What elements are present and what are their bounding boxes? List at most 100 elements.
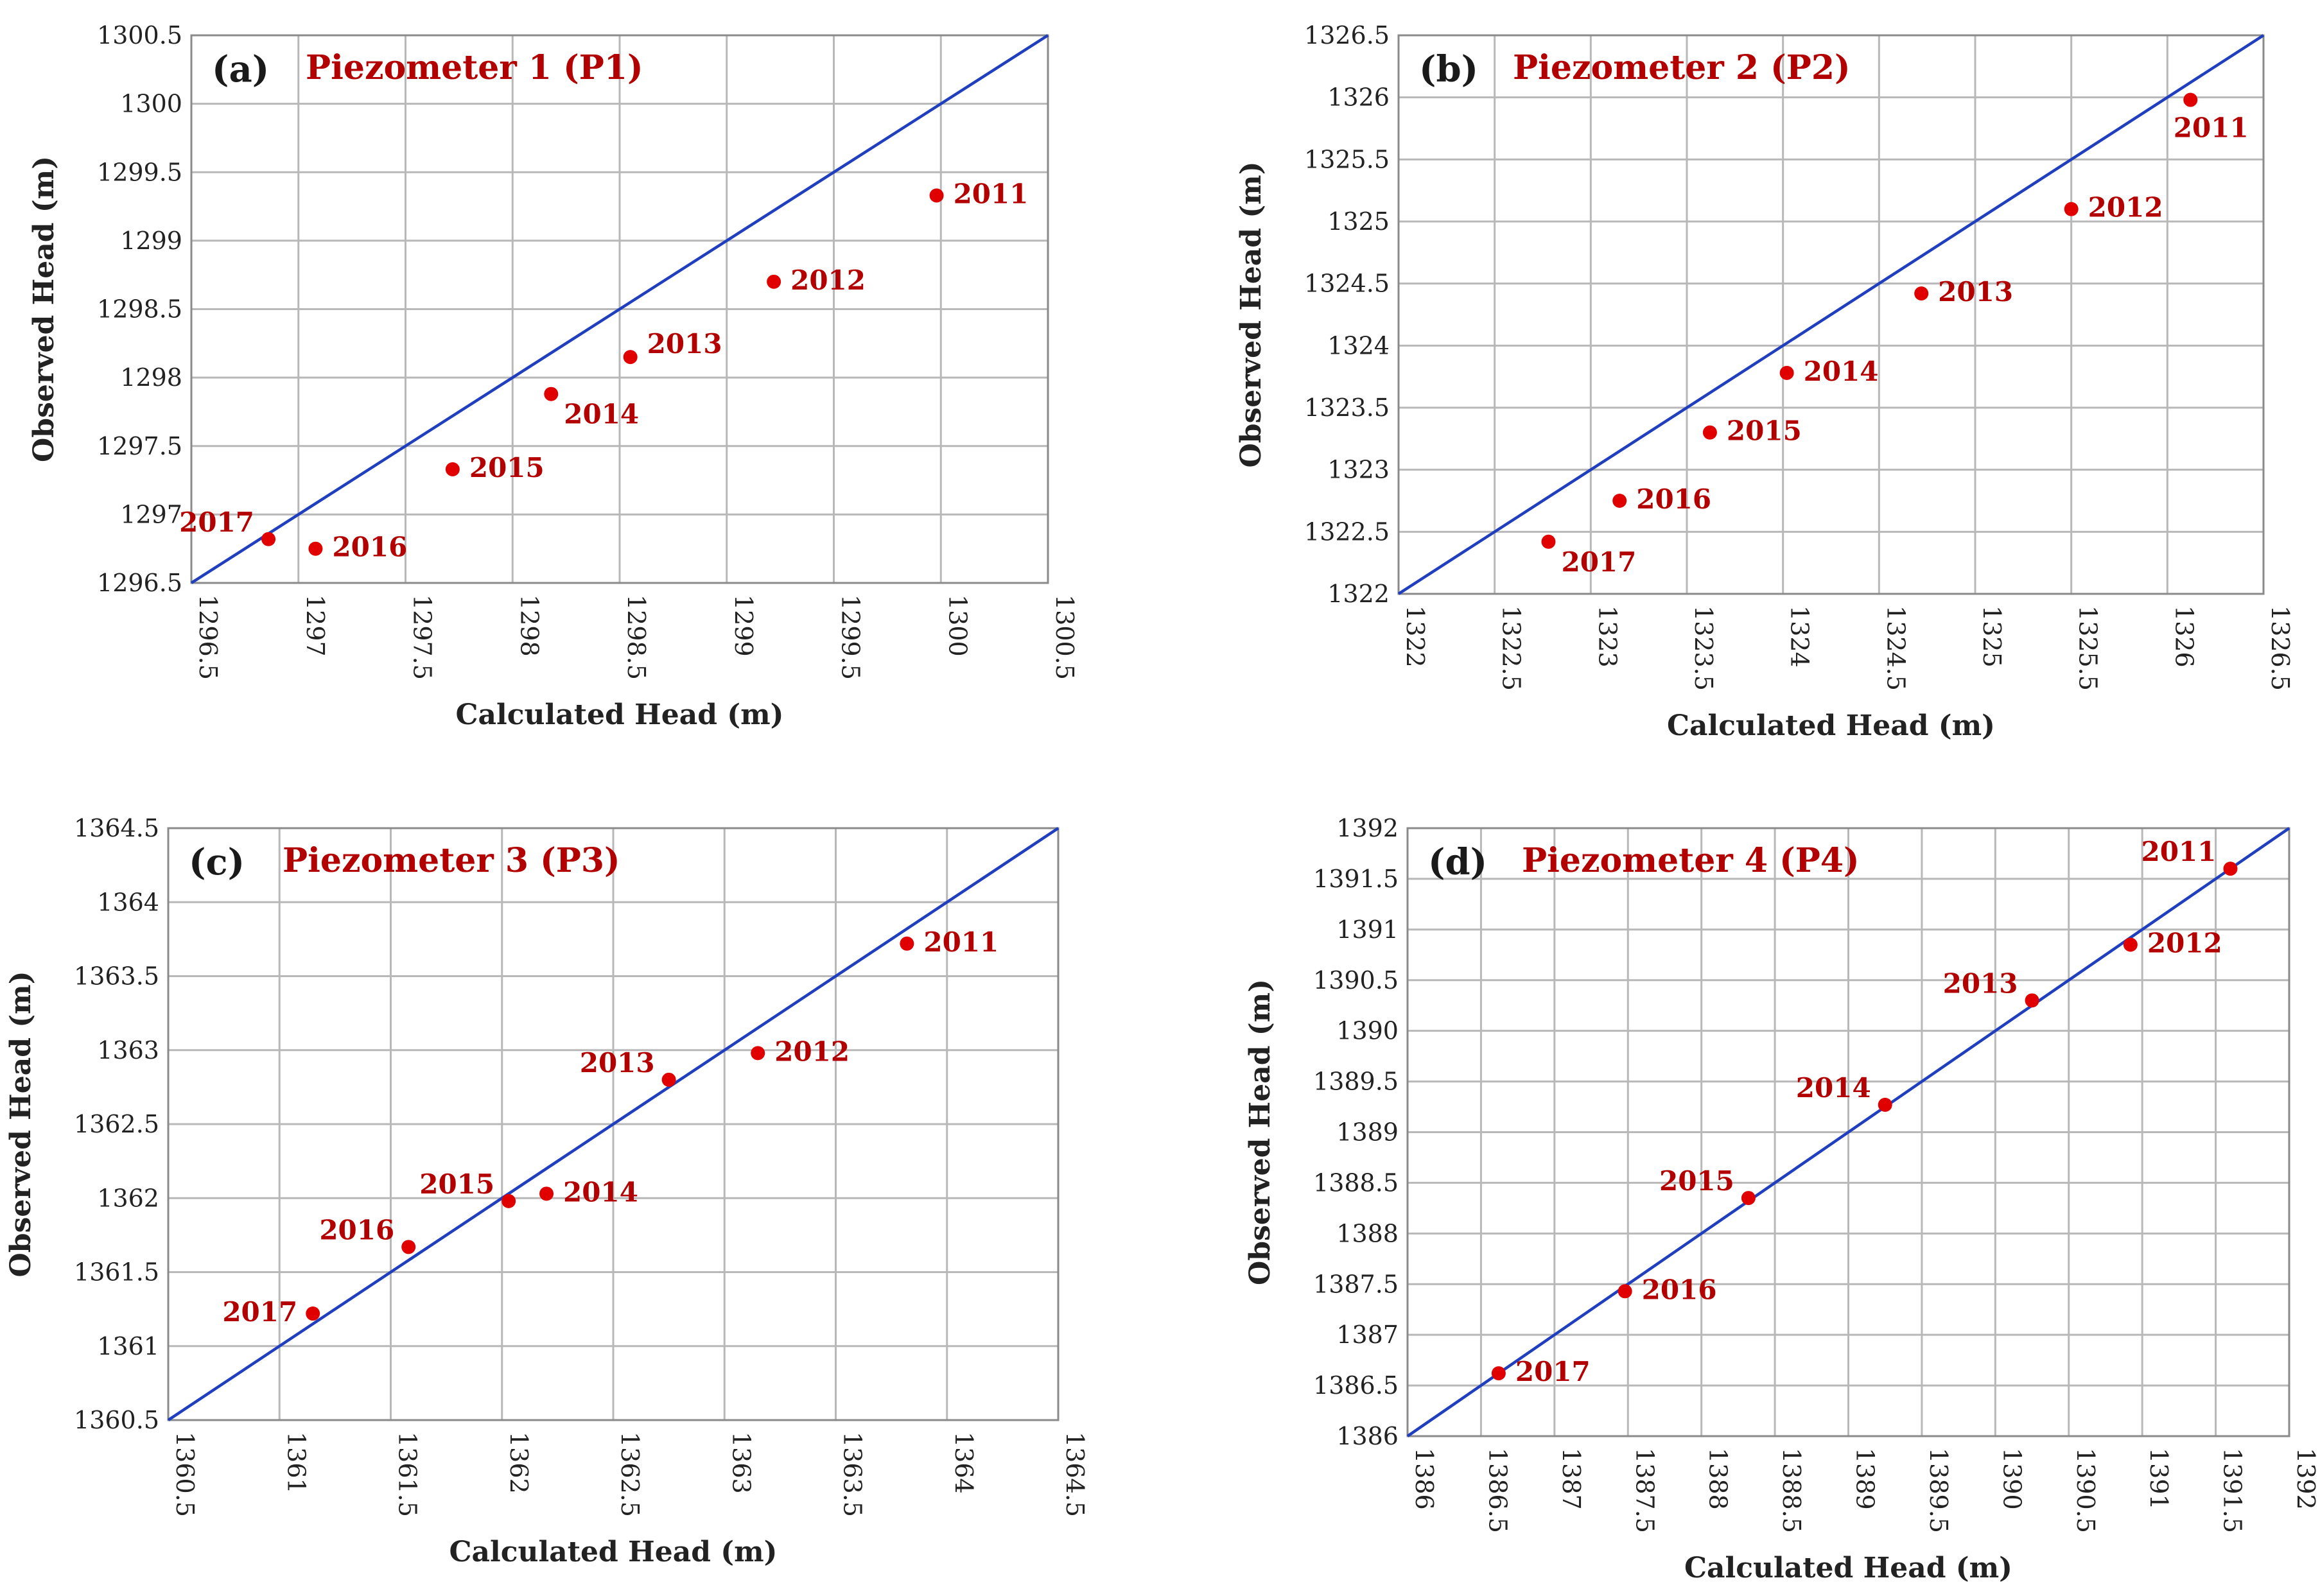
x-tick-label: 1387.5 (1630, 1448, 1659, 1533)
x-tick-label: 1300.5 (1051, 594, 1079, 680)
point-label: 2013 (1943, 967, 2018, 999)
chart-panel-4: 1386 1386.5 1387 1387.5 1388 1388.5 1389 1389.5… (1244, 814, 2320, 1584)
point-label: 2014 (563, 1176, 638, 1208)
x-tick-label: 1323.5 (1689, 605, 1718, 691)
y-tick-label: 1361.5 (74, 1258, 159, 1287)
point-label: 2016 (332, 532, 407, 563)
y-tick-label: 1325 (1327, 207, 1390, 236)
point-label: 2016 (1642, 1274, 1717, 1305)
y-tick-label: 1324 (1327, 331, 1390, 360)
x-tick-label: 1297 (301, 594, 329, 657)
data-point (2025, 993, 2039, 1008)
y-tick-label: 1389.5 (1313, 1068, 1399, 1096)
point-label: 2016 (319, 1214, 394, 1245)
data-point (1914, 286, 1929, 301)
plot-frame (190, 34, 1049, 584)
y-tick-label: 1386.5 (1313, 1371, 1399, 1400)
y-tick-label: 1388.5 (1313, 1168, 1399, 1197)
data-point (751, 1046, 765, 1061)
data-point (502, 1193, 516, 1208)
y-tick-label: 1324.5 (1304, 270, 1390, 298)
x-tick-label: 1386.5 (1483, 1448, 1512, 1533)
x-axis-title: Calculated Head (m) (1667, 709, 1995, 742)
point-label: 2015 (1659, 1165, 1734, 1197)
x-tick-label: 1322 (1401, 605, 1429, 668)
x-axis-title: Calculated Head (m) (449, 1536, 777, 1568)
x-tick-label: 1363.5 (839, 1432, 867, 1517)
x-axis-title: Calculated Head (m) (1684, 1552, 2012, 1584)
x-tick-label: 1324 (1786, 605, 1814, 668)
y-tick-label: 1297 (120, 500, 182, 528)
x-tick-label: 1323 (1593, 605, 1621, 668)
data-point (2183, 92, 2198, 107)
point-label: 2013 (647, 328, 722, 360)
y-tick-label: 1298.5 (97, 295, 182, 324)
point-label: 2014 (564, 399, 639, 430)
point-label: 2015 (469, 452, 545, 483)
x-tick-label: 1361 (282, 1432, 310, 1494)
x-tick-label: 1296.5 (194, 594, 222, 680)
y-tick-label: 1390 (1336, 1017, 1399, 1045)
x-tick-label: 1298.5 (622, 594, 650, 680)
one-to-one-line (190, 34, 1049, 584)
point-label: 2017 (222, 1296, 297, 1328)
data-point (1491, 1366, 1506, 1381)
chart-panel-2: 1322 1322.5 1323 1323.5 1324 1324.5 1325 1325.5… (1235, 21, 2294, 742)
x-tick-label: 1299 (729, 594, 758, 657)
y-tick-label: 1390.5 (1313, 966, 1399, 994)
point-label: 2017 (1561, 546, 1636, 578)
panel-letter: (a) (212, 48, 269, 91)
data-point (2123, 937, 2138, 952)
panel-letter: (d) (1428, 841, 1487, 883)
panel-title: Piezometer 2 (P2) (1513, 48, 1851, 87)
point-label: 2017 (179, 507, 254, 538)
x-tick-label: 1389.5 (1924, 1448, 1953, 1533)
x-tick-label: 1364.5 (1061, 1432, 1089, 1517)
point-label: 2011 (2174, 112, 2249, 144)
x-tick-label: 1300 (943, 594, 972, 657)
x-tick-label: 1390.5 (2071, 1448, 2100, 1533)
data-point (539, 1186, 554, 1201)
x-tick-label: 1299.5 (837, 594, 865, 680)
data-point (1618, 1284, 1632, 1299)
point-label: 2017 (1515, 1356, 1591, 1387)
panel-title: Piezometer 3 (P3) (283, 841, 620, 880)
y-tick-label: 1362 (97, 1184, 159, 1212)
y-tick-label: 1322 (1327, 580, 1390, 608)
x-tick-label: 1390 (1998, 1448, 2026, 1510)
y-tick-label: 1386 (1336, 1422, 1399, 1450)
chart-panel-3: 1360.5 1361 1361.5 1362 1362.5 1363 1363.5 1364… (4, 814, 1089, 1568)
x-tick-label: 1326.5 (2266, 605, 2294, 691)
y-tick-label: 1296.5 (97, 569, 182, 597)
y-tick-label: 1364.5 (74, 814, 159, 842)
y-tick-label: 1388 (1336, 1219, 1399, 1247)
x-tick-label: 1388.5 (1777, 1448, 1806, 1533)
x-tick-label: 1391 (2145, 1448, 2173, 1510)
y-tick-label: 1300 (120, 90, 182, 118)
panel-title: Piezometer 4 (P4) (1522, 841, 1860, 880)
x-tick-label: 1325.5 (2074, 605, 2102, 691)
data-point (900, 936, 914, 951)
point-label: 2013 (1938, 276, 2013, 308)
data-point (1741, 1191, 1756, 1206)
point-label: 2014 (1804, 356, 1879, 387)
point-label: 2015 (1727, 415, 1802, 447)
data-point (661, 1072, 676, 1087)
data-point (1541, 534, 1556, 549)
x-tick-label: 1391.5 (2219, 1448, 2247, 1533)
y-axis-title: Observed Head (m) (1244, 979, 1277, 1285)
y-tick-label: 1298 (120, 363, 182, 392)
y-tick-label: 1392 (1336, 814, 1399, 842)
data-point (401, 1240, 416, 1254)
x-tick-label: 1362.5 (616, 1432, 644, 1517)
one-to-one-line (1406, 827, 2290, 1437)
point-label: 2012 (790, 265, 866, 296)
x-tick-label: 1298 (515, 594, 543, 657)
point-label: 2014 (1796, 1072, 1871, 1104)
y-tick-label: 1299 (120, 227, 182, 255)
y-tick-label: 1391 (1336, 915, 1399, 944)
y-axis-title: Observed Head (m) (4, 971, 37, 1277)
y-tick-label: 1363.5 (74, 962, 159, 991)
x-tick-label: 1361.5 (394, 1432, 422, 1517)
